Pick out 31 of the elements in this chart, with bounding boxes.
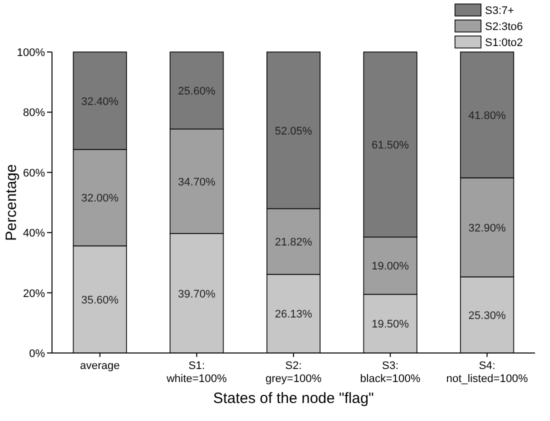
- y-axis-title: Percentage: [3, 164, 20, 241]
- y-tick-label: 0%: [29, 348, 46, 360]
- legend-label: S1:0to2: [485, 37, 523, 49]
- y-tick-label: 60%: [22, 167, 46, 180]
- data-label: 32.40%: [81, 96, 119, 108]
- data-label: 39.70%: [178, 288, 216, 300]
- data-label: 61.50%: [372, 140, 410, 152]
- y-tick-label: 20%: [22, 288, 46, 300]
- data-label: 21.82%: [274, 236, 312, 249]
- x-tick-label: S1: white=100%: [166, 360, 228, 385]
- data-label: 35.60%: [81, 294, 119, 306]
- data-label: 25.60%: [178, 86, 216, 98]
- data-label: 52.05%: [274, 125, 312, 138]
- data-label: 19.00%: [372, 260, 410, 273]
- legend-label: S3:7+: [485, 5, 514, 17]
- legend-label: S2:3to6: [485, 21, 523, 33]
- data-label: 32.00%: [81, 192, 119, 205]
- x-tick-label: S2: grey=100%: [266, 360, 322, 385]
- data-label: 19.50%: [372, 318, 410, 331]
- y-tick-label: 40%: [22, 228, 46, 240]
- data-label: 32.90%: [468, 222, 506, 234]
- y-tick-label: 80%: [22, 107, 46, 120]
- x-tick-label: S4: not_listed=100%: [446, 360, 528, 385]
- data-label: 25.30%: [468, 310, 506, 322]
- y-tick-label: 100%: [16, 47, 46, 59]
- x-axis-title: States of the node "flag": [213, 390, 374, 407]
- x-tick-label: average: [80, 360, 120, 372]
- x-tick-label: S3: black=100%: [360, 360, 421, 385]
- data-label: 34.70%: [178, 176, 216, 188]
- data-label: 26.13%: [274, 308, 312, 321]
- data-label: 41.80%: [468, 110, 506, 122]
